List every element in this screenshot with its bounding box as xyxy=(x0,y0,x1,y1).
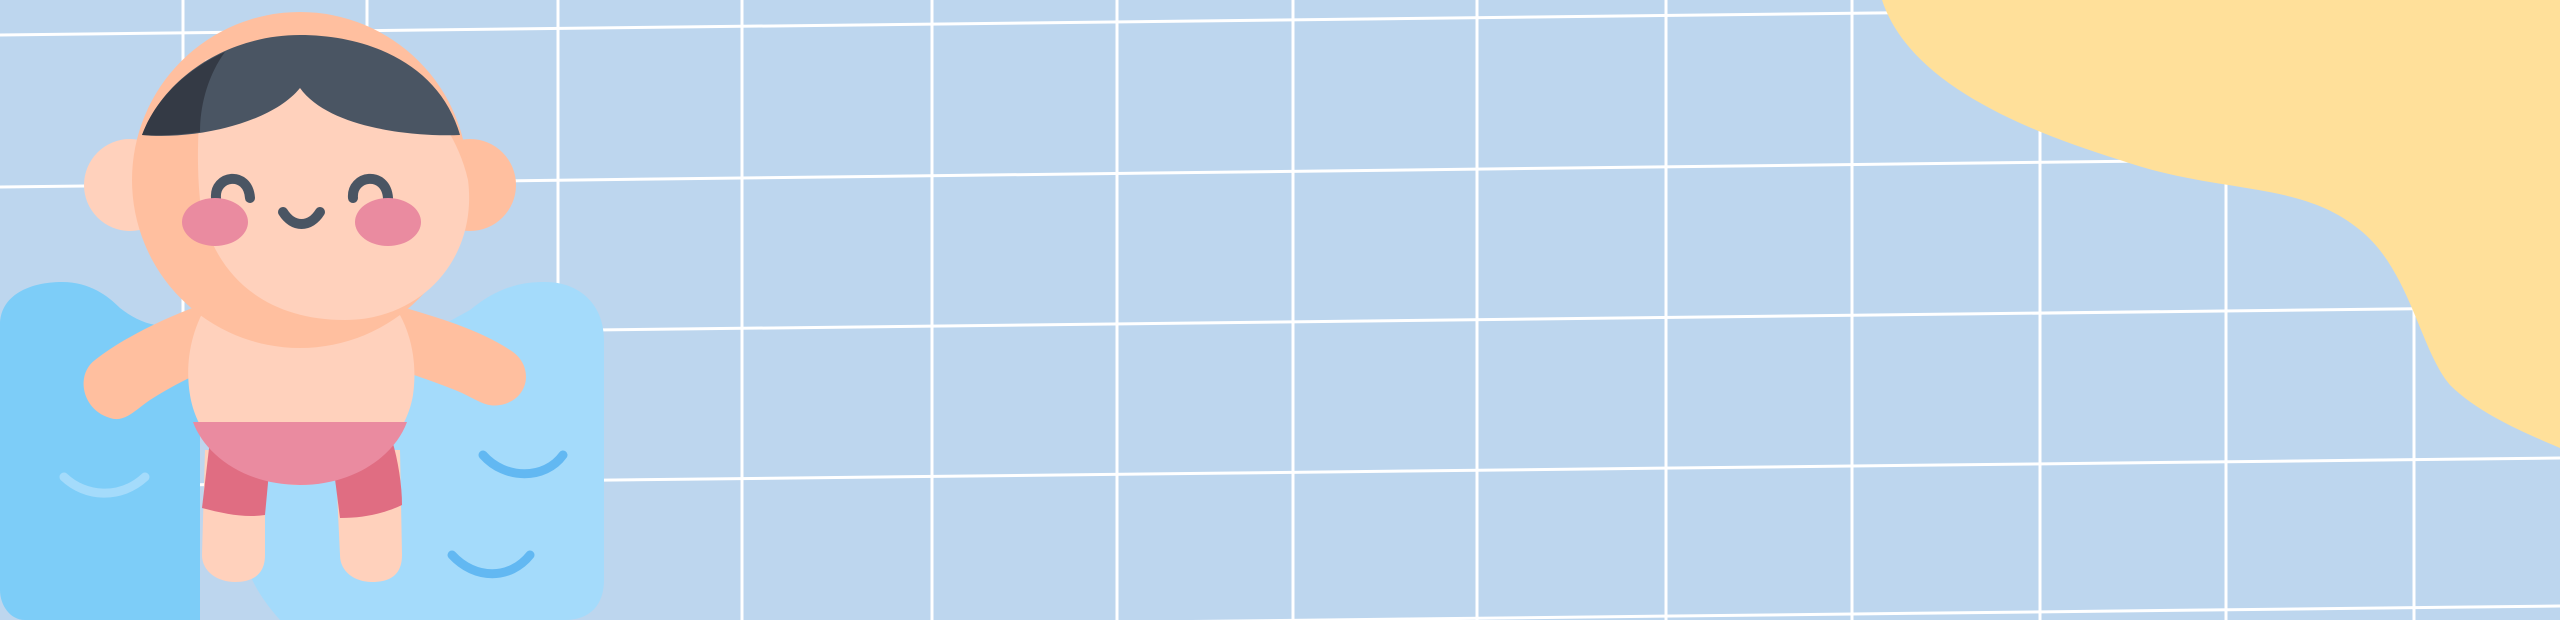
left-eye xyxy=(211,173,255,203)
right-arm xyxy=(385,305,527,406)
grid-line-h5 xyxy=(1191,604,2560,620)
smile xyxy=(278,207,325,229)
wave-2 xyxy=(478,450,568,479)
left-blush xyxy=(182,198,248,246)
swim-shorts xyxy=(193,422,407,485)
wave-3 xyxy=(447,550,535,579)
wave-1 xyxy=(59,472,150,498)
right-blush xyxy=(355,198,421,246)
left-arm xyxy=(83,305,220,420)
hair-shadow xyxy=(142,52,225,136)
sand-blob-icon xyxy=(1882,0,2560,448)
hair xyxy=(142,35,460,136)
right-eye xyxy=(348,173,393,203)
swimming-kid-icon xyxy=(83,12,527,582)
